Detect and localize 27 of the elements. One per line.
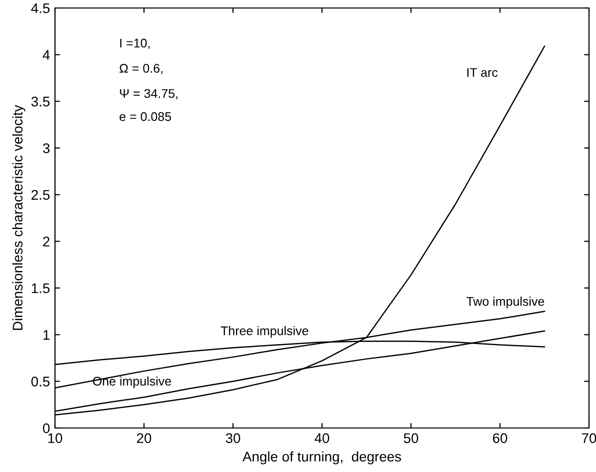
y-tick-label: 0.5: [31, 376, 50, 387]
annotation: One impulsive: [92, 376, 172, 388]
annotation: Ψ = 34.75,: [120, 89, 178, 100]
y-tick-label: 1.5: [32, 283, 50, 294]
x-tick-label: 20: [136, 433, 152, 444]
annotation: Ω = 0.6,: [120, 64, 162, 74]
x-tick-label: 70: [582, 433, 596, 444]
x-tick-label: 30: [226, 433, 240, 444]
y-tick-label: 3.5: [31, 96, 50, 107]
x-tick-label: 10: [48, 433, 62, 444]
y-tick-label: 4.5: [31, 3, 50, 14]
annotation: e = 0.085: [120, 112, 172, 122]
annotation: I =10,: [120, 38, 150, 50]
y-axis-title: Dimensionless characteristic velocity: [12, 104, 26, 330]
x-axis-title: Angle of turning, degrees: [242, 451, 402, 464]
y-tick-label: 4: [42, 50, 50, 60]
y-tick-label: 2.5: [32, 190, 50, 200]
y-tick-label: 2: [43, 236, 50, 246]
y-tick-label: 1: [43, 330, 50, 340]
x-tick-label: 60: [492, 433, 508, 444]
annotation: Two impulsive: [466, 296, 544, 308]
annotation: Three impulsive: [220, 326, 308, 338]
x-tick-label: 50: [404, 433, 418, 444]
x-tick-label: 40: [314, 433, 330, 444]
y-tick-label: 0: [42, 423, 50, 434]
y-tick-label: 3: [42, 143, 50, 154]
annotation: IT arc: [467, 68, 498, 77]
